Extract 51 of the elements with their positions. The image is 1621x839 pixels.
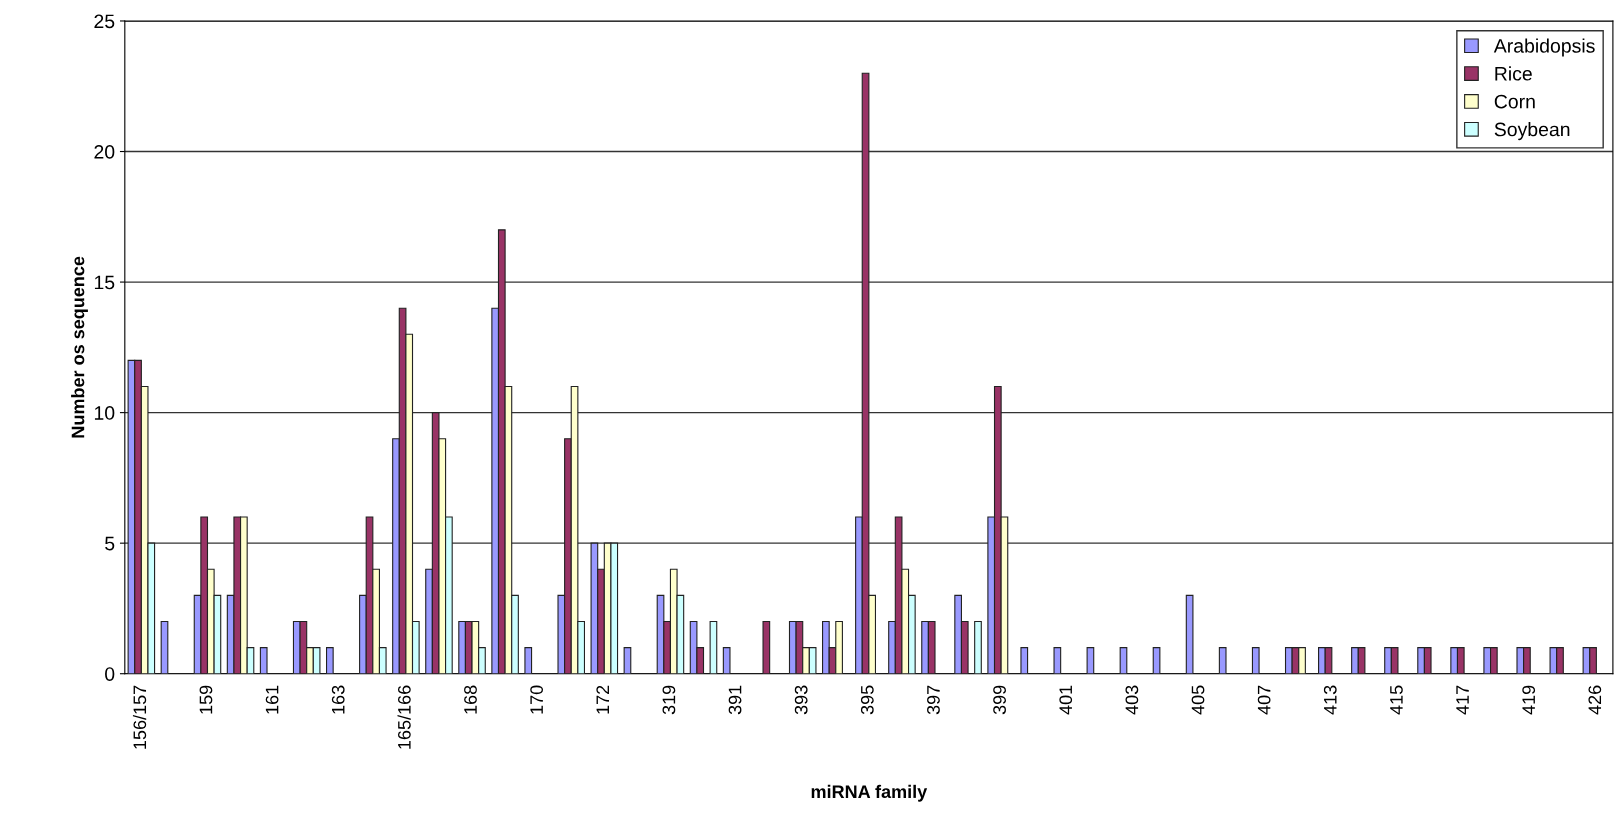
x-tick-label: 319 — [662, 685, 676, 715]
bar — [974, 620, 982, 674]
y-tick-label: 0 — [105, 667, 115, 681]
y-tick-label: 10 — [94, 406, 115, 420]
x-tick-label: 156/157 — [132, 685, 147, 749]
bar — [259, 647, 268, 674]
bar — [1086, 647, 1095, 674]
x-tick-label: 405 — [1191, 685, 1205, 715]
bar — [1053, 647, 1062, 674]
bar — [160, 620, 169, 674]
x-tick-label: 403 — [1125, 685, 1139, 715]
x-tick-label: 168 — [464, 685, 477, 714]
legend-label: Corn — [1494, 94, 1535, 109]
bar — [709, 620, 718, 674]
x-tick-label: 415 — [1390, 685, 1403, 715]
x-tick-label: 413 — [1323, 685, 1337, 715]
x-tick-label: 172 — [596, 685, 609, 714]
x-tick-label: 159 — [199, 685, 213, 714]
x-tick-label: 407 — [1257, 685, 1271, 715]
bar — [524, 647, 533, 674]
bar — [1218, 647, 1227, 674]
bar — [762, 620, 771, 674]
bar — [1152, 647, 1161, 674]
x-tick-label: 161 — [265, 685, 279, 714]
x-tick-label: 417 — [1456, 685, 1469, 715]
y-tick-label: 25 — [94, 14, 115, 29]
x-axis-title: miRNA family — [811, 784, 928, 802]
x-tick-label: 419 — [1522, 685, 1536, 715]
bar — [722, 647, 731, 674]
x-tick-label: 165/166 — [397, 685, 411, 749]
x-tick-label: 397 — [927, 685, 940, 715]
x-tick-label: 395 — [860, 685, 874, 715]
bar — [1251, 647, 1260, 674]
x-tick-label: 163 — [331, 685, 345, 714]
bar — [623, 647, 632, 674]
x-tick-label: 399 — [993, 685, 1006, 715]
y-tick-label: 5 — [105, 536, 115, 551]
legend-label: Arabidopsis — [1493, 38, 1595, 57]
x-tick-label: 426 — [1588, 685, 1602, 715]
x-tick-label: 401 — [1059, 685, 1073, 715]
bar — [325, 647, 334, 674]
bar — [1020, 647, 1029, 674]
y-tick-label: 20 — [94, 144, 115, 159]
y-tick-label: 15 — [94, 275, 115, 290]
x-tick-label: 391 — [728, 685, 742, 715]
legend-label: Soybean — [1494, 122, 1570, 141]
legend-label: Rice — [1495, 66, 1532, 81]
x-tick-label: 393 — [794, 685, 808, 715]
x-tick-label: 170 — [530, 685, 544, 714]
y-axis-title: Number os sequence — [71, 256, 88, 438]
bar — [1185, 594, 1194, 674]
